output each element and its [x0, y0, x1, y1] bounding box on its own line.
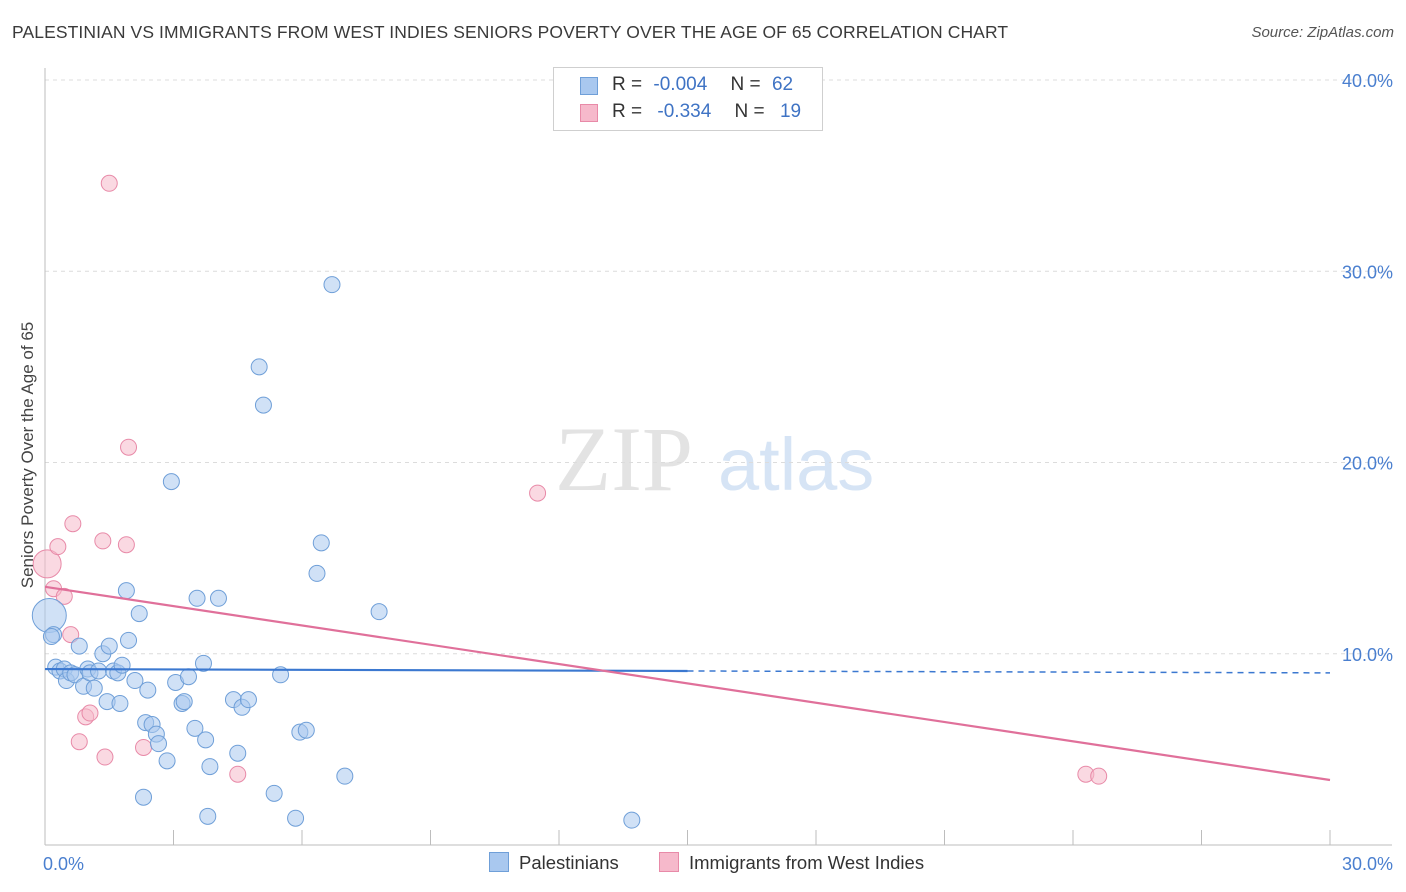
data-point-west-indies: [100, 174, 118, 192]
data-point-west-indies: [96, 748, 114, 766]
data-point-palestinians: [158, 752, 176, 770]
data-point-palestinians: [90, 662, 108, 680]
trend-line-palestinians: [44, 667, 688, 673]
legend-r-label: R =: [612, 101, 643, 122]
watermark: ZIP atlas: [555, 408, 874, 510]
data-point-west-indies: [229, 765, 247, 783]
data-point-west-indies: [70, 733, 88, 751]
y-tick-label: 10.0%: [1342, 645, 1393, 665]
data-point-palestinians: [323, 276, 341, 294]
data-point-palestinians: [179, 668, 197, 686]
legend-r-label: R =: [612, 74, 643, 95]
series-palestinians: [31, 276, 641, 829]
data-point-west-indies: [64, 515, 82, 533]
y-tick-label: 40.0%: [1342, 71, 1393, 91]
data-point-west-indies: [135, 738, 153, 756]
data-point-palestinians: [130, 605, 148, 623]
legend-swatch-pink: [580, 104, 598, 122]
data-point-west-indies: [529, 484, 547, 502]
data-point-west-indies: [32, 549, 62, 579]
data-point-palestinians: [162, 473, 180, 491]
data-point-palestinians: [113, 656, 131, 674]
y-axis-label: Seniors Poverty Over the Age of 65: [18, 322, 37, 588]
data-point-palestinians: [117, 582, 135, 600]
data-point-palestinians: [135, 788, 153, 806]
data-point-palestinians: [126, 672, 144, 690]
data-point-palestinians: [199, 807, 217, 825]
bottom-legend-label: Immigrants from West Indies: [689, 852, 925, 873]
y-tick-label: 30.0%: [1342, 262, 1393, 282]
data-point-palestinians: [239, 691, 257, 709]
data-point-west-indies: [117, 536, 135, 554]
bottom-legend-label: Palestinians: [519, 852, 619, 873]
data-point-west-indies: [1090, 767, 1108, 785]
trend-lines: [44, 585, 1331, 782]
data-point-palestinians: [186, 719, 204, 737]
data-point-palestinians: [312, 534, 330, 552]
data-point-palestinians: [120, 631, 138, 649]
data-point-palestinians: [297, 721, 315, 739]
data-point-palestinians: [209, 589, 227, 607]
data-point-palestinians: [370, 603, 388, 621]
data-point-palestinians: [100, 637, 118, 655]
data-point-palestinians: [175, 693, 193, 711]
data-point-palestinians: [265, 784, 283, 802]
data-point-west-indies: [120, 438, 138, 456]
bottom-legend-swatch-blue: [489, 852, 509, 872]
legend-n-label: N =: [730, 74, 761, 95]
bottom-legend-west-indies: Immigrants from West Indies: [659, 852, 924, 874]
trend-line-palestinians-extension: [687, 670, 1331, 674]
legend-r-value: -0.334: [657, 101, 712, 122]
correlation-legend: R = -0.004 N = 62 R = -0.334 N = 19: [553, 67, 823, 131]
data-point-palestinians: [188, 589, 206, 607]
data-point-west-indies: [81, 704, 99, 722]
y-tick-label: 20.0%: [1342, 454, 1393, 474]
chart-title: PALESTINIAN VS IMMIGRANTS FROM WEST INDI…: [12, 22, 1009, 42]
x-tick-label: 0.0%: [43, 854, 84, 874]
data-point-west-indies: [62, 626, 80, 644]
watermark-atlas: atlas: [718, 423, 874, 506]
watermark-zip: ZIP: [555, 408, 693, 510]
axes: [44, 68, 1392, 846]
legend-swatch-blue: [580, 77, 598, 95]
bottom-legend-swatch-pink: [659, 852, 679, 872]
data-point-palestinians: [336, 767, 354, 785]
data-point-palestinians: [197, 731, 215, 749]
legend-n-value: 19: [779, 101, 802, 122]
data-point-palestinians: [139, 681, 157, 699]
source-label: Source: ZipAtlas.com: [1251, 24, 1394, 41]
data-point-palestinians: [250, 358, 268, 376]
data-point-palestinians: [201, 758, 219, 776]
data-point-palestinians: [623, 811, 641, 829]
grid-lines: [45, 79, 1392, 655]
data-point-palestinians: [194, 654, 212, 672]
data-point-palestinians: [42, 628, 60, 646]
legend-n-value: 62: [771, 74, 794, 95]
bottom-legend-palestinians: Palestinians: [489, 852, 619, 874]
x-tick-label: 30.0%: [1342, 854, 1393, 874]
data-point-palestinians: [308, 564, 326, 582]
data-point-west-indies: [55, 587, 73, 605]
data-point-palestinians: [287, 809, 305, 827]
data-point-palestinians: [229, 744, 247, 762]
data-point-west-indies: [94, 532, 112, 550]
data-point-palestinians: [111, 694, 129, 712]
data-point-west-indies: [49, 538, 67, 556]
trend-line-west-indies: [44, 585, 1331, 782]
tick-labels: 10.0% 20.0% 30.0% 40.0% 0.0% 30.0%: [43, 71, 1393, 874]
data-point-palestinians: [254, 396, 272, 414]
legend-r-value: -0.004: [653, 74, 708, 95]
data-point-palestinians: [85, 679, 103, 697]
legend-n-label: N =: [734, 101, 765, 122]
data-point-palestinians: [150, 735, 168, 753]
data-point-palestinians: [70, 637, 88, 655]
